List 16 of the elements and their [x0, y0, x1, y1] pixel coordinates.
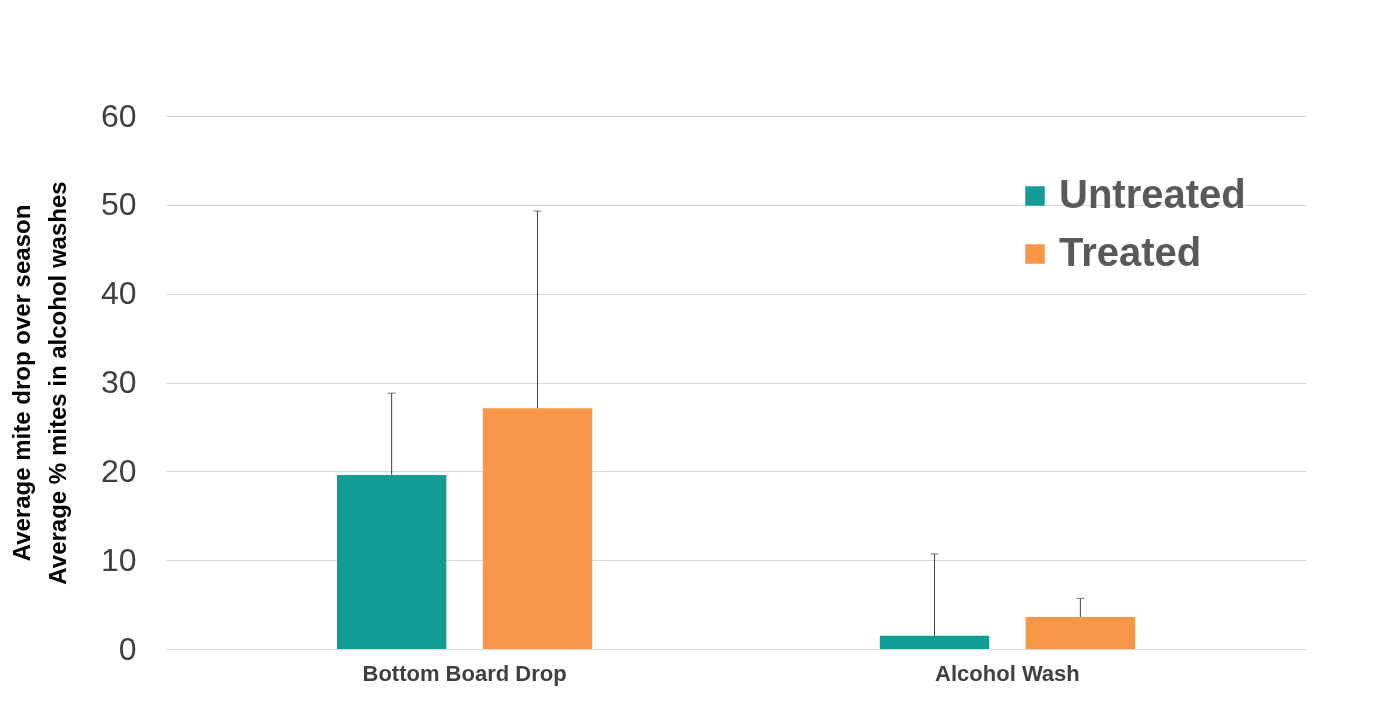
y-tick-label: 30 — [100, 364, 137, 400]
x-tick-label: Bottom Board Drop — [362, 660, 567, 686]
y-tick-label: 50 — [100, 186, 137, 223]
y-axis-title: Average mite drop over season Average % mites in alcohol washes — [7, 181, 71, 585]
y-tick-label: 10 — [100, 541, 137, 578]
y-tick-label: 0 — [118, 630, 137, 667]
legend-label: Treated — [1059, 230, 1202, 274]
y-tick-label: 40 — [100, 275, 137, 312]
bar — [1025, 617, 1136, 649]
bar — [336, 474, 447, 649]
bar — [879, 635, 990, 649]
y-tick-label: 60 — [100, 97, 137, 134]
y-tick-label: 20 — [100, 452, 137, 489]
x-tick-label: Alcohol Wash — [935, 660, 1080, 686]
legend-label: Untreated — [1059, 172, 1246, 216]
bar — [482, 408, 593, 649]
